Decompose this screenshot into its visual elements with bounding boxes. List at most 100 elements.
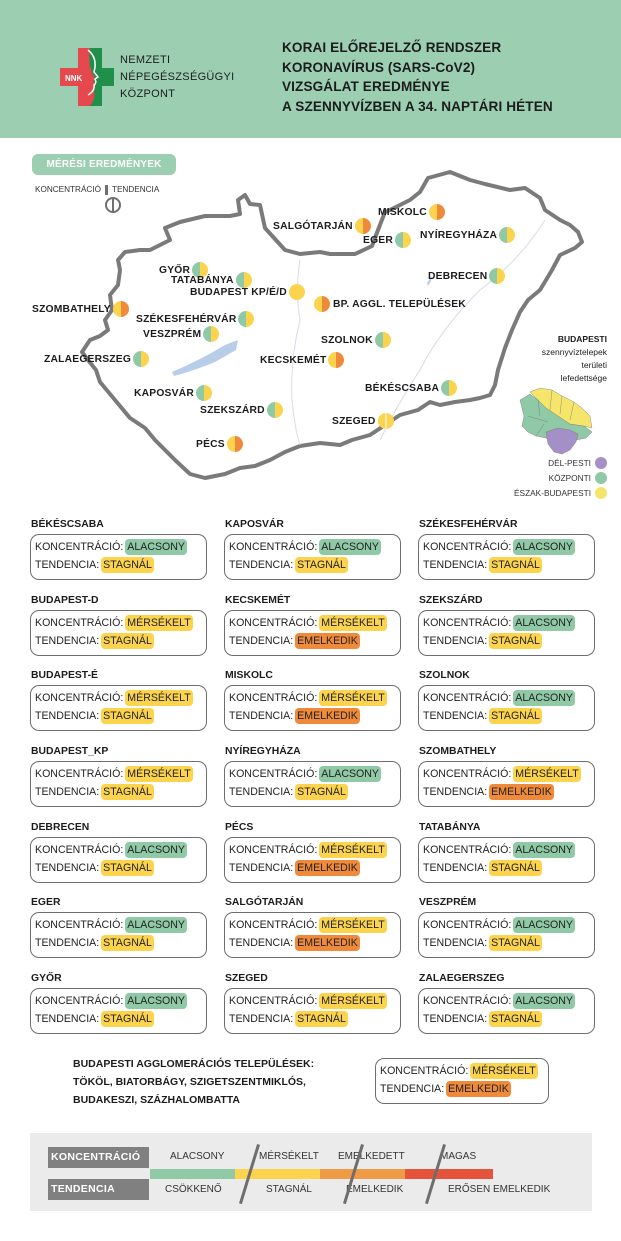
card-title: BÉKÉSCSABA: [31, 519, 104, 530]
result-card: KONCENTRÁCIÓ: ALACSONY TENDENCIA: STAGNÁL: [224, 534, 401, 580]
konc-label: KONCENTRÁCIÓ:: [35, 617, 124, 629]
konc-label: KONCENTRÁCIÓ:: [423, 919, 512, 931]
tend-badge: EMELKEDIK: [295, 860, 360, 876]
scale-tend-emelkedik: EMELKEDIK: [346, 1184, 404, 1195]
konc-badge: ALACSONY: [125, 917, 187, 933]
legend-eszak-budapesti: ÉSZAK-BUDAPESTI: [514, 487, 607, 499]
scale-bar-magas: [405, 1169, 493, 1179]
konc-badge: MÉRSÉKELT: [319, 615, 387, 631]
scale-konc-magas: MAGAS: [440, 1151, 477, 1162]
tend-badge: STAGNÁL: [489, 860, 542, 876]
result-card: KONCENTRÁCIÓ: MÉRSÉKELT TENDENCIA: STAGNÁL: [224, 988, 401, 1034]
konc-badge: ALACSONY: [513, 917, 575, 933]
scale-konc-alacsony: ALACSONY: [170, 1151, 225, 1162]
nnk-logo-icon: NNK: [60, 48, 114, 106]
tend-label: TENDENCIA:: [229, 937, 294, 949]
tend-label: TENDENCIA:: [423, 786, 488, 798]
tend-label: TENDENCIA:: [229, 786, 294, 798]
map-city-kecskemet: KECSKEMÉT: [260, 352, 345, 368]
card-title: SZEKSZÁRD: [419, 595, 483, 606]
lake-tisza: [427, 276, 432, 286]
map-city-miskolc: MISKOLC: [378, 204, 445, 220]
tend-label: TENDENCIA:: [423, 559, 488, 571]
konc-badge: ALACSONY: [319, 766, 381, 782]
tend-label: TENDENCIA:: [229, 559, 294, 571]
result-card: KONCENTRÁCIÓ: ALACSONY TENDENCIA: STAGNÁL: [418, 912, 595, 958]
result-card: KONCENTRÁCIÓ: MÉRSÉKELT TENDENCIA: EMELKEDI…: [224, 912, 401, 958]
map-city-eger: EGER: [363, 232, 411, 248]
map-city-veszprem: VESZPRÉM: [143, 326, 220, 342]
budapest-coverage-title: BUDAPESTI szennyvíztelepek területi lefe…: [541, 334, 607, 383]
hungary-map: [80, 170, 584, 480]
card-title: SZOMBATHELY: [419, 746, 497, 757]
result-card: KONCENTRÁCIÓ: ALACSONY TENDENCIA: STAGNÁL: [30, 837, 207, 883]
scale-tend-csokkeno: CSÖKKENŐ: [165, 1184, 222, 1195]
konc-badge: MÉRSÉKELT: [125, 766, 193, 782]
card-title: KECSKEMÉT: [225, 595, 291, 606]
card-title: VESZPRÉM: [419, 897, 477, 908]
tend-label: TENDENCIA:: [423, 862, 488, 874]
tend-badge: EMELKEDIK: [489, 784, 554, 800]
konc-badge: ALACSONY: [513, 539, 575, 555]
card-title: SZEGED: [225, 973, 268, 984]
scale-konc-label: KONCENTRÁCIÓ: [48, 1147, 149, 1168]
card-title: SZÉKESFEHÉRVÁR: [419, 519, 518, 530]
konc-badge: ALACSONY: [125, 842, 187, 858]
konc-badge: ALACSONY: [513, 842, 575, 858]
tend-badge: EMELKEDIK: [295, 935, 360, 951]
page-title: KORAI ELŐREJELZŐ RENDSZER KORONAVÍRUS (S…: [282, 40, 553, 114]
result-card: KONCENTRÁCIÓ: MÉRSÉKELT TENDENCIA: EMELKEDI…: [224, 685, 401, 731]
result-card: KONCENTRÁCIÓ: ALACSONY TENDENCIA: STAGNÁL: [224, 761, 401, 807]
tend-badge: EMELKEDIK: [295, 708, 360, 724]
tend-label: TENDENCIA:: [423, 1013, 488, 1025]
legend-kozponti: KÖZPONTI: [549, 472, 607, 484]
tend-label: TENDENCIA:: [35, 1013, 100, 1025]
result-card: KONCENTRÁCIÓ: ALACSONY TENDENCIA: STAGNÁL: [418, 610, 595, 656]
scale-tend-stagnal: STAGNÁL: [266, 1184, 312, 1195]
result-card: KONCENTRÁCIÓ: ALACSONY TENDENCIA: STAGNÁL: [30, 534, 207, 580]
svg-text:NNK: NNK: [65, 74, 83, 83]
org-name: NEMZETI NÉPEGÉSZSÉGÜGYI KÖZPONT: [120, 54, 235, 100]
legend-del-pesti: DÉL-PESTI: [548, 457, 607, 469]
konc-label: KONCENTRÁCIÓ:: [423, 692, 512, 704]
map-city-debrecen: DEBRECEN: [428, 268, 506, 284]
scale-bar-mersekelt: [235, 1169, 320, 1179]
tend-label: TENDENCIA:: [35, 862, 100, 874]
map-city-szeged: SZEGED: [332, 413, 394, 429]
map-city-zalaegerszeg: ZALAEGERSZEG: [44, 351, 150, 367]
tend-label: TENDENCIA:: [423, 710, 488, 722]
map-city-salgotarjan: SALGÓTARJÁN: [273, 218, 371, 234]
konc-badge: ALACSONY: [513, 615, 575, 631]
result-card: KONCENTRÁCIÓ: ALACSONY TENDENCIA: STAGNÁL: [418, 685, 595, 731]
map-city-pecs: PÉCS: [196, 436, 243, 452]
konc-label: KONCENTRÁCIÓ:: [229, 768, 318, 780]
tend-badge: STAGNÁL: [101, 1011, 154, 1027]
scale-bar-emelkedett: [320, 1169, 405, 1179]
tend-badge: STAGNÁL: [295, 784, 348, 800]
tend-label: TENDENCIA:: [35, 710, 100, 722]
konc-badge: ALACSONY: [513, 690, 575, 706]
tend-badge: STAGNÁL: [101, 633, 154, 649]
tend-label: TENDENCIA:: [35, 937, 100, 949]
map-city-bp-aggl: BP. AGGL. TELEPÜLÉSEK: [312, 296, 466, 312]
section-label: MÉRÉSI EREDMÉNYEK: [32, 154, 176, 175]
result-card: KONCENTRÁCIÓ: MÉRSÉKELT TENDENCIA: STAGNÁL: [30, 685, 207, 731]
konc-label: KONCENTRÁCIÓ:: [423, 768, 512, 780]
result-card: KONCENTRÁCIÓ: MÉRSÉKELT TENDENCIA: STAGNÁL: [30, 610, 207, 656]
map-city-nyiregyhaza: NYÍREGYHÁZA: [420, 227, 516, 243]
hungary-border: [80, 170, 584, 480]
map-city-tatabanya: TATABÁNYA: [171, 272, 252, 288]
tend-badge: STAGNÁL: [101, 784, 154, 800]
konc-badge: MÉRSÉKELT: [319, 690, 387, 706]
tend-badge: STAGNÁL: [101, 860, 154, 876]
tend-badge: STAGNÁL: [489, 557, 542, 573]
tend-badge: STAGNÁL: [489, 633, 542, 649]
konc-label: KONCENTRÁCIÓ:: [35, 919, 124, 931]
scale-tend-erosen-emelkedik: ERŐSEN EMELKEDIK: [448, 1184, 551, 1195]
tend-badge: STAGNÁL: [295, 557, 348, 573]
result-card: KONCENTRÁCIÓ: ALACSONY TENDENCIA: STAGNÁL: [418, 837, 595, 883]
agglomeration-result-card: KONCENTRÁCIÓ: MÉRSÉKELT TENDENCIA: EMELKED…: [375, 1058, 549, 1104]
card-title: SALGÓTARJÁN: [225, 897, 304, 908]
result-card: KONCENTRÁCIÓ: MÉRSÉKELT TENDENCIA: STAGNÁL: [30, 761, 207, 807]
result-card: KONCENTRÁCIÓ: ALACSONY TENDENCIA: STAGNÁL: [30, 912, 207, 958]
